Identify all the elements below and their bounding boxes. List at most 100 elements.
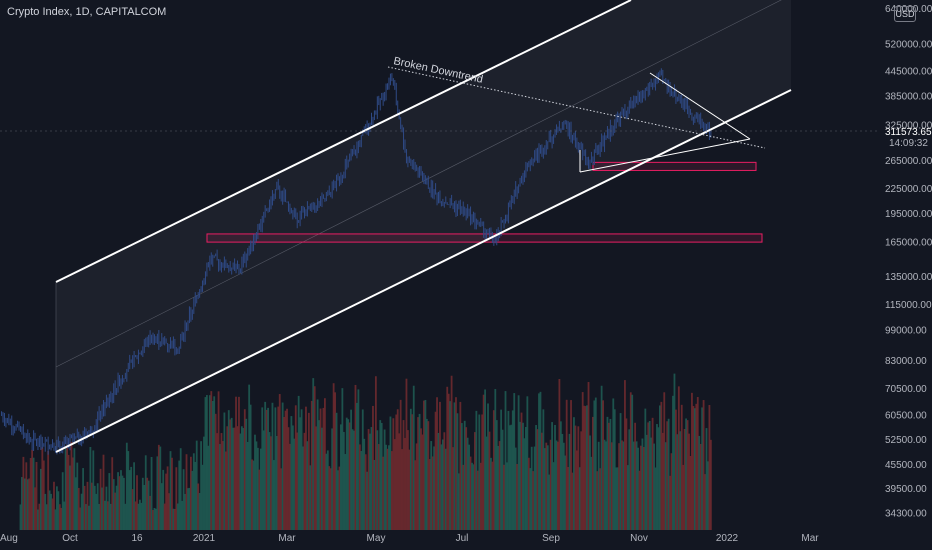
chart-title: Crypto Index, 1D, CAPITALCOM — [7, 6, 167, 18]
volume-bar — [628, 429, 631, 530]
volume-bar — [297, 395, 300, 530]
triangle-upper-line[interactable] — [649, 72, 751, 140]
volume-bar — [402, 420, 405, 530]
price-tick-label: 135000.00 — [885, 272, 932, 283]
volume-bar — [479, 462, 482, 530]
volume-bar — [93, 485, 96, 530]
volume-bar — [310, 400, 313, 530]
support-zone[interactable] — [592, 161, 757, 171]
price-tick-label: 60500.00 — [885, 411, 927, 422]
volume-bar — [417, 417, 420, 530]
volume-bar — [625, 418, 628, 530]
volume-bar — [685, 418, 688, 530]
support-zone[interactable] — [206, 233, 763, 243]
volume-bar — [549, 439, 552, 530]
volume-bar — [488, 431, 491, 530]
volume-bar — [70, 441, 73, 530]
channel-lower-line[interactable] — [55, 89, 792, 453]
volume-bar — [428, 459, 431, 530]
volume-bar — [267, 407, 269, 530]
volume-bar — [529, 468, 532, 530]
volume-bar — [688, 433, 690, 530]
volume-bar — [584, 406, 587, 530]
volume-bar — [168, 493, 170, 530]
volume-bar — [370, 427, 373, 530]
volume-bar — [571, 472, 574, 530]
time-axis[interactable]: Aug Oct 16 2021 Mar May Jul Sep Nov 2022 Mar — [0, 533, 819, 544]
volume-bar — [184, 493, 186, 530]
volume-bar — [222, 441, 224, 530]
volume-bar — [543, 448, 546, 530]
volume-bar — [638, 470, 641, 530]
volume-bar — [23, 478, 26, 530]
volume-bar — [567, 467, 570, 530]
volume-bar — [421, 434, 424, 530]
volume-bar — [175, 467, 178, 530]
volume-bar — [57, 491, 60, 530]
volume-bar — [538, 393, 540, 530]
volume-bar — [275, 435, 278, 530]
volume-bar — [73, 448, 76, 530]
volume-bar — [622, 441, 625, 530]
volume-bar — [192, 453, 195, 530]
volume-bar — [490, 457, 492, 530]
volume-bar — [32, 457, 35, 530]
current-price-label: 311573.65 — [885, 127, 932, 138]
volume-bar — [200, 441, 202, 530]
volume-bar — [156, 456, 159, 530]
volume-bar — [393, 439, 396, 530]
volume-bar — [72, 457, 74, 530]
volume-bar — [520, 412, 523, 530]
volume-bar — [248, 384, 251, 530]
volume-bar — [35, 461, 38, 530]
volume-bar — [545, 442, 548, 530]
volume-bar — [446, 386, 449, 530]
volume-bar — [527, 457, 530, 530]
volume-bar — [469, 456, 472, 530]
volume-bar — [682, 464, 685, 530]
volume-bar — [273, 460, 275, 530]
channel-upper-line[interactable] — [55, 0, 632, 283]
volume-bar — [63, 501, 66, 530]
volume-bar — [455, 397, 457, 530]
volume-bar — [214, 413, 217, 530]
volume-bar — [197, 483, 200, 530]
volume-bar — [519, 421, 521, 530]
volume-bar — [536, 429, 539, 530]
volume-bar — [484, 389, 487, 530]
volume-bar — [291, 425, 294, 530]
currency-badge[interactable]: USD — [894, 6, 916, 22]
volume-bar — [449, 401, 452, 530]
volume-bar — [220, 433, 223, 530]
volume-bar — [586, 405, 588, 530]
triangle-lower-line[interactable] — [579, 138, 751, 173]
volume-bar — [172, 508, 175, 530]
price-tick-label: 34300.00 — [885, 509, 927, 520]
volume-bar — [139, 499, 141, 530]
price-tick-label: 39500.00 — [885, 484, 927, 495]
volume-bar — [465, 427, 468, 530]
volume-bar — [360, 450, 363, 530]
volume-bar — [363, 438, 366, 530]
broken-downtrend-line[interactable] — [387, 66, 766, 149]
volume-bar — [468, 444, 470, 530]
volume-bar — [597, 441, 600, 530]
volume-bar — [701, 407, 704, 530]
volume-bar — [523, 438, 526, 530]
volume-bar — [181, 500, 184, 530]
volume-bar — [28, 478, 31, 530]
volume-bar — [514, 447, 517, 530]
volume-bar — [169, 451, 172, 530]
price-axis[interactable]: 640000.00 520000.00 445000.00 385000.00 3250… — [885, 4, 932, 520]
volume-bar — [425, 418, 428, 530]
volume-bar — [255, 441, 258, 530]
volume-bar — [90, 482, 93, 530]
price-tick-label: 99000.00 — [885, 326, 927, 337]
volume-bars — [19, 373, 712, 530]
price-tick-label: 640000.00 — [885, 4, 932, 15]
time-tick-label: 2022 — [716, 533, 739, 544]
volume-bar — [353, 430, 355, 530]
volume-bar — [140, 502, 143, 530]
volume-bar — [25, 462, 28, 530]
